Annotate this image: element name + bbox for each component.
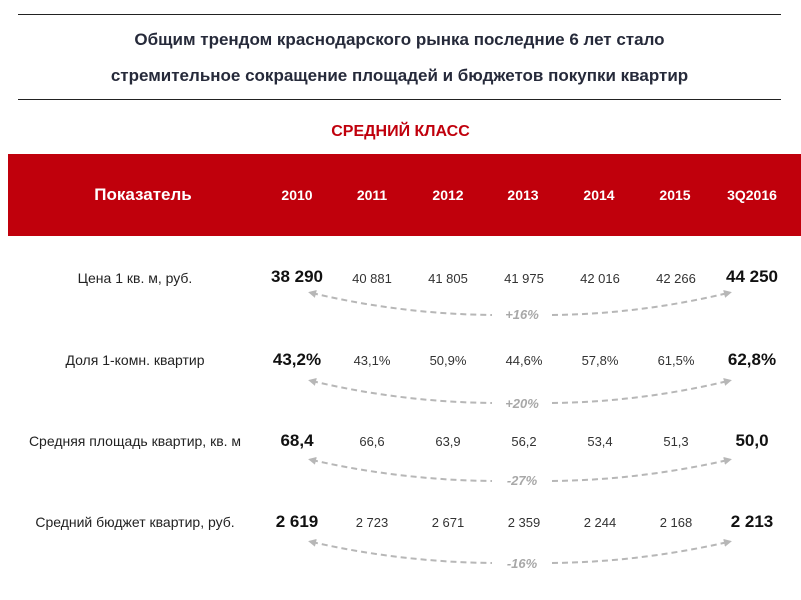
area-2013: 56,2 xyxy=(511,434,537,449)
top-rule xyxy=(18,14,781,15)
share-2015: 61,5% xyxy=(657,353,695,368)
area-3q2016: 50,0 xyxy=(735,431,769,450)
price-2014: 42 016 xyxy=(580,271,620,286)
price-change-arc-left xyxy=(308,290,493,316)
row-label-one-room-share: Доля 1-комн. квартир xyxy=(65,352,205,368)
budget-change: -16% xyxy=(506,556,538,571)
header-indicator: Показатель xyxy=(94,185,192,204)
share-2010: 43,2% xyxy=(272,350,322,369)
share-2014: 57,8% xyxy=(581,353,619,368)
share-3q2016: 62,8% xyxy=(727,350,777,369)
bottom-rule xyxy=(18,99,781,100)
budget-2012: 2 671 xyxy=(431,515,465,530)
row-label-avg-budget: Средний бюджет квартир, руб. xyxy=(35,514,235,530)
price-2010: 38 290 xyxy=(271,267,323,286)
segment-subtitle: СРЕДНИЙ КЛАСС xyxy=(331,123,470,140)
budget-2015: 2 168 xyxy=(659,515,693,530)
budget-2013: 2 359 xyxy=(507,515,541,530)
share-change-arc-right xyxy=(551,378,732,404)
row-label-price: Цена 1 кв. м, руб. xyxy=(77,270,193,286)
price-change: +16% xyxy=(505,307,539,322)
area-change-arc-left xyxy=(308,456,493,482)
budget-2011: 2 723 xyxy=(355,515,389,530)
area-change-arc-right xyxy=(551,456,732,482)
share-change: +20% xyxy=(505,396,539,411)
header-year-2015: 2015 xyxy=(659,187,691,203)
budget-2014: 2 244 xyxy=(583,515,617,530)
price-2011: 40 881 xyxy=(352,271,392,286)
page-title-line-2: стремительное сокращение площадей и бюдж… xyxy=(110,66,689,85)
share-2011: 43,1% xyxy=(353,353,391,368)
header-year-2011: 2011 xyxy=(356,187,388,203)
area-2010: 68,4 xyxy=(280,431,314,450)
price-2013: 41 975 xyxy=(504,271,544,286)
area-2011: 66,6 xyxy=(359,434,385,449)
header-year-2010: 2010 xyxy=(281,187,313,203)
price-2015: 42 266 xyxy=(656,271,696,286)
area-change: -27% xyxy=(506,473,538,488)
area-2015: 51,3 xyxy=(663,434,689,449)
header-year-2012: 2012 xyxy=(432,187,464,203)
share-change-arc-left xyxy=(308,378,493,404)
price-3q2016: 44 250 xyxy=(726,267,778,286)
header-year-2014: 2014 xyxy=(583,187,615,203)
budget-3q2016: 2 213 xyxy=(730,512,774,531)
area-2014: 53,4 xyxy=(587,434,613,449)
row-label-avg-area: Средняя площадь квартир, кв. м xyxy=(28,433,242,449)
area-2012: 63,9 xyxy=(435,434,461,449)
share-2012: 50,9% xyxy=(429,353,467,368)
share-2013: 44,6% xyxy=(505,353,543,368)
budget-change-arc-left xyxy=(308,538,493,564)
header-year-2013: 2013 xyxy=(507,187,539,203)
header-year-3q2016: 3Q2016 xyxy=(727,187,777,203)
budget-2010: 2 619 xyxy=(275,512,319,531)
table-header: Показатель 2010 2011 2012 2013 2014 2015… xyxy=(8,154,801,236)
budget-change-arc-right xyxy=(551,538,732,564)
price-change-arc-right xyxy=(551,290,732,316)
page-title-line-1: Общим трендом краснодарского рынка после… xyxy=(134,30,665,49)
price-2012: 41 805 xyxy=(428,271,468,286)
